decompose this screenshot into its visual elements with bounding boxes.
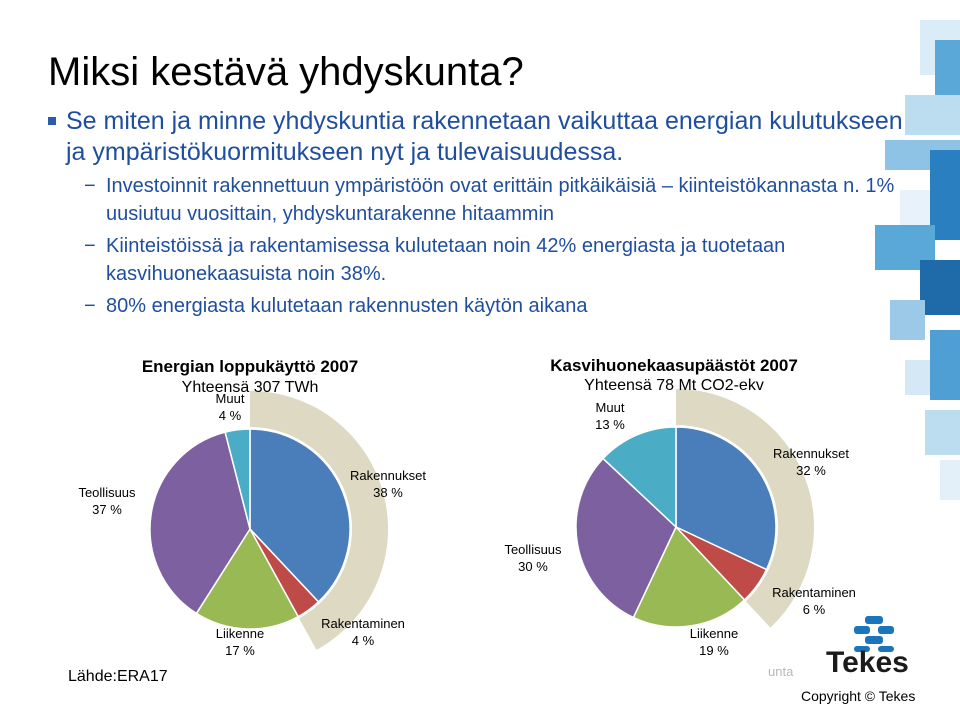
logo-wordmark: Tekes (826, 646, 909, 679)
data-label-rakentaminen: Rakentaminen (772, 585, 856, 600)
decorative-blocks (875, 20, 960, 500)
pie-slice-teollisuus (575, 457, 677, 619)
data-label-rakentaminen: 4 % (352, 633, 375, 648)
pie-slice-rakennukset (675, 426, 777, 571)
data-label-liikenne: 19 % (699, 643, 729, 658)
copyright: Copyright © Tekes (801, 688, 916, 704)
data-label-rakentaminen: Rakentaminen (321, 616, 405, 631)
data-label-rakentaminen: 6 % (803, 602, 826, 617)
sub-bullet: − 80% energiasta kulutetaan rakennusten … (48, 292, 908, 320)
data-label-teollisuus: Teollisuus (78, 485, 136, 500)
pie-slice-liikenne (632, 525, 746, 628)
data-label-teollisuus: 30 % (518, 559, 548, 574)
highlight-arc (676, 389, 814, 628)
pie-slice-teollisuus (149, 431, 251, 615)
data-label-teollisuus: Teollisuus (504, 542, 562, 557)
pie-slice-muut (602, 426, 677, 529)
sub-bullet-text: Investoinnit rakennettuun ympäristöön ov… (106, 175, 895, 225)
sub-bullet: − Investoinnit rakennettuun ympäristöön … (48, 172, 908, 228)
sub-bullet-text: 80% energiasta kulutetaan rakennusten kä… (106, 295, 588, 317)
main-bullet: Se miten ja minne yhdyskuntia rakennetaa… (48, 106, 908, 168)
chart-subtitle: Yhteensä 307 TWh (182, 379, 319, 396)
data-label-rakennukset: Rakennukset (773, 446, 849, 461)
square-bullet-icon (48, 117, 56, 125)
dash-bullet-icon: − (84, 175, 96, 197)
data-label-muut: 4 % (219, 408, 242, 423)
main-bullet-text: Se miten ja minne yhdyskuntia rakennetaa… (66, 107, 903, 166)
source-note: Lähde:ERA17 (68, 668, 168, 685)
data-label-rakennukset: Rakennukset (350, 468, 426, 483)
data-label-teollisuus: 37 % (92, 502, 122, 517)
pie-slice-rakennukset (249, 428, 351, 603)
sub-bullet-text: Kiinteistöissä ja rakentamisessa kulutet… (106, 235, 786, 285)
dash-bullet-icon: − (84, 235, 96, 257)
data-label-muut: 13 % (595, 417, 625, 432)
tekes-logo (826, 616, 926, 683)
slide-title: Miksi kestävä yhdyskunta? (48, 50, 524, 94)
data-label-rakennukset: 38 % (373, 485, 403, 500)
data-label-liikenne: Liikenne (690, 626, 738, 641)
data-label-muut: Muut (216, 391, 245, 406)
highlight-arc (250, 391, 388, 650)
pie-slice-liikenne (195, 527, 300, 630)
data-label-rakennukset: 32 % (796, 463, 826, 478)
sub-bullet: − Kiinteistöissä ja rakentamisessa kulut… (48, 232, 908, 288)
data-label-muut: Muut (596, 400, 625, 415)
chart-title: Energian loppukäyttö 2007 (142, 357, 358, 376)
data-label-liikenne: 17 % (225, 643, 255, 658)
pie-slice-muut (224, 428, 251, 530)
dash-bullet-icon: − (84, 295, 96, 317)
footer-text: unta (768, 664, 794, 679)
chart-title: Kasvihuonekaasupäästöt 2007 (550, 356, 798, 375)
bullet-list: Se miten ja minne yhdyskuntia rakennetaa… (48, 106, 908, 320)
tekes-logo-icon (854, 616, 894, 652)
data-label-liikenne: Liikenne (216, 626, 264, 641)
chart-subtitle: Yhteensä 78 Mt CO2-ekv (584, 377, 764, 394)
